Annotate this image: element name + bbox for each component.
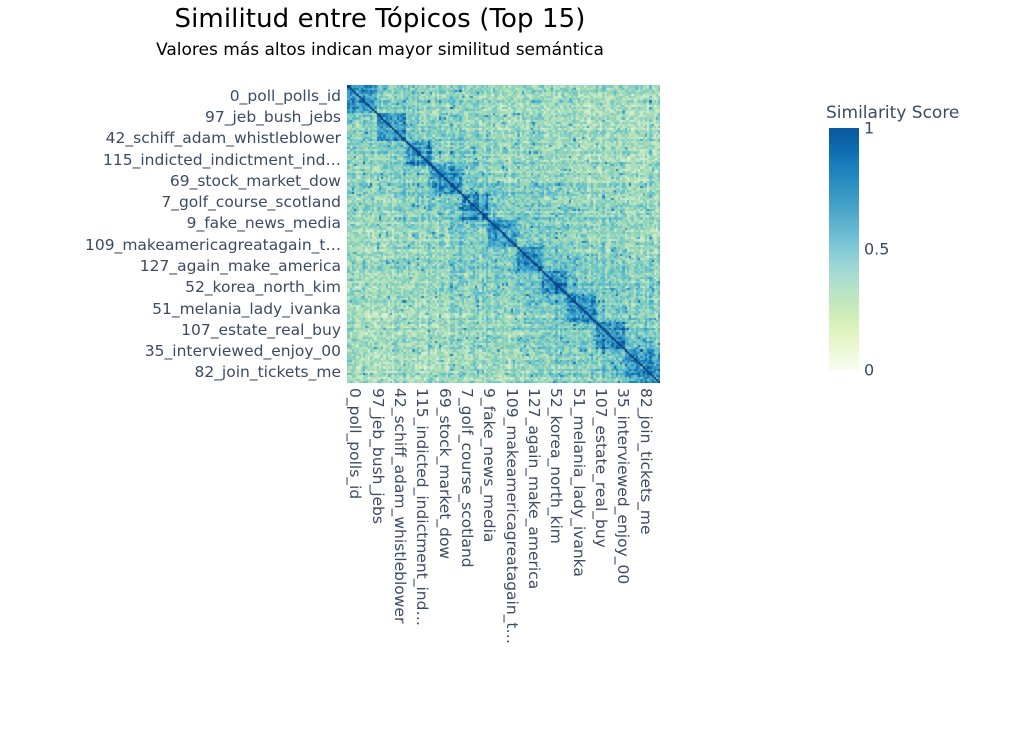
y-axis-tick-label: 69_stock_market_dow — [169, 171, 341, 190]
y-axis-tick-label: 9_fake_news_media — [186, 214, 341, 233]
y-axis-tick-label: 52_korea_north_kim — [185, 278, 341, 297]
y-axis-tick-label: 97_jeb_bush_jebs — [205, 107, 341, 126]
y-axis-tick-label: 107_estate_real_buy — [181, 320, 341, 339]
x-axis-tick-label: 52_korea_north_kim — [547, 388, 566, 544]
x-axis-tick-label: 69_stock_market_dow — [435, 388, 454, 560]
y-axis-tick-label: 109_makeamericagreatagain_t… — [85, 235, 341, 254]
x-axis-tick-label: 107_estate_real_buy — [592, 388, 611, 548]
colorbar-title: Similarity Score — [826, 103, 960, 123]
y-axis-tick-label: 0_poll_polls_id — [229, 86, 341, 105]
chart-title: Similitud entre Tópicos (Top 15) — [174, 4, 586, 34]
x-axis-tick-label: 82_join_tickets_me — [636, 388, 655, 535]
heatmap-canvas — [347, 85, 660, 383]
heatmap-plot-area — [347, 85, 660, 383]
y-axis-tick-label: 51_melania_lady_ivanka — [152, 299, 341, 318]
x-axis-tick-label: 109_makeamericagreatagain_t… — [502, 388, 521, 644]
x-axis-tick-label: 35_interviewed_enjoy_00 — [614, 388, 633, 585]
x-axis-tick-label: 51_melania_lady_ivanka — [569, 388, 588, 577]
x-axis-tick-label: 97_jeb_bush_jebs — [368, 388, 387, 524]
x-axis-tick-labels: 0_poll_polls_id 97_jeb_bush_jebs 42_schiff… — [346, 388, 660, 718]
x-axis-tick-label: 7_golf_course_scotland — [457, 388, 476, 568]
y-axis-tick-label: 115_indicted_indictment_ind… — [103, 150, 341, 169]
colorbar-gradient — [829, 128, 859, 370]
y-axis-tick-label: 127_again_make_america — [139, 256, 341, 275]
y-axis-tick-labels: 0_poll_polls_id 97_jeb_bush_jebs 42_schiff… — [0, 85, 341, 383]
colorbar-tick-label: 0.5 — [864, 239, 890, 259]
chart-subtitle: Valores más altos indican mayor similitu… — [156, 40, 604, 60]
colorbar-tick-label: 1 — [864, 118, 875, 138]
y-axis-tick-label: 82_join_tickets_me — [194, 363, 341, 382]
x-axis-tick-label: 42_schiff_adam_whistleblower — [390, 388, 409, 624]
x-axis-tick-label: 115_indicted_indictment_ind… — [413, 388, 432, 626]
y-axis-tick-label: 42_schiff_adam_whistleblower — [105, 129, 341, 148]
y-axis-tick-label: 35_interviewed_enjoy_00 — [144, 342, 341, 361]
x-axis-tick-label: 127_again_make_america — [525, 388, 544, 590]
x-axis-tick-label: 9_fake_news_media — [480, 388, 499, 543]
y-axis-tick-label: 7_golf_course_scotland — [161, 193, 341, 212]
colorbar-tick-label: 0 — [864, 360, 875, 380]
x-axis-tick-label: 0_poll_polls_id — [346, 388, 365, 500]
